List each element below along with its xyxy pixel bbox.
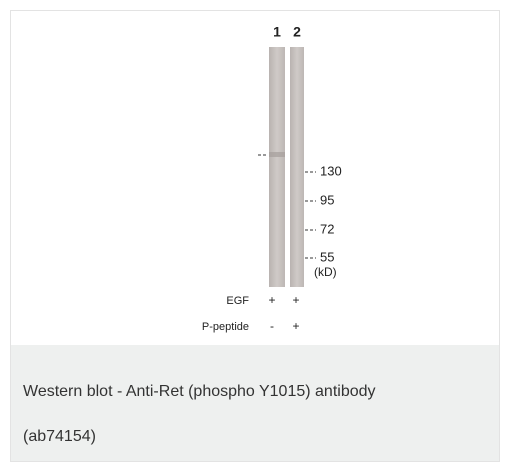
caption-line: Western blot - Anti-Ret (phospho Y1015) … [23,383,376,401]
condition-sign: + [292,293,299,307]
condition-label: P-peptide [202,321,249,333]
condition-sign: + [268,293,275,307]
condition-label: EGF [226,295,249,307]
unit-label: (kD) [314,265,337,279]
condition-sign: + [292,319,299,333]
caption-line: (ab74154) [23,428,96,446]
lane-strip [269,47,285,287]
condition-sign: - [270,319,274,333]
lane-strip [290,47,304,287]
figure-card: 1 2 130 95 72 55 (kD) EGF + + P-peptide - + West… [10,10,500,462]
marker-label: 95 [320,192,334,207]
lane-label: 2 [293,24,301,40]
blot-figure: 1 2 130 95 72 55 (kD) EGF + + P-peptide - + [11,11,499,345]
marker-label: 55 [320,249,334,264]
marker-label: 72 [320,221,334,236]
marker-label: 130 [320,163,342,178]
page: 1 2 130 95 72 55 (kD) EGF + + P-peptide - + West… [0,0,512,474]
lane-label: 1 [273,24,281,40]
band [269,152,285,157]
caption: Western blot - Anti-Ret (phospho Y1015) … [11,345,499,461]
